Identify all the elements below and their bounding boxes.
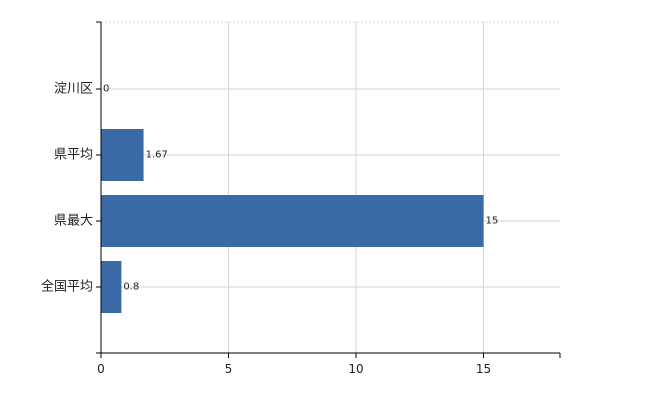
labels: 淀川区 0 県平均 1.67 県最大 15 全国平均 0.8 0 5 10 15 — [41, 21, 561, 376]
bars — [101, 129, 484, 313]
x-tick-label: 5 — [225, 362, 233, 376]
x-tick-label: 0 — [97, 362, 105, 376]
data-label: 0 — [103, 84, 109, 95]
category-label: 県平均 — [54, 148, 93, 163]
x-tick-label: 10 — [348, 362, 363, 376]
grid-lines — [101, 21, 560, 353]
axes — [100, 22, 560, 354]
data-label: 1.67 — [146, 150, 168, 161]
data-label: 15 — [486, 216, 499, 227]
bar — [101, 195, 484, 247]
bar — [101, 129, 144, 181]
category-label: 県最大 — [54, 214, 93, 229]
category-label: 全国平均 — [41, 279, 93, 295]
data-label: 0.8 — [123, 282, 139, 293]
bar — [101, 261, 122, 313]
x-tick-label: 15 — [476, 362, 491, 376]
category-label: 淀川区 — [54, 82, 93, 97]
